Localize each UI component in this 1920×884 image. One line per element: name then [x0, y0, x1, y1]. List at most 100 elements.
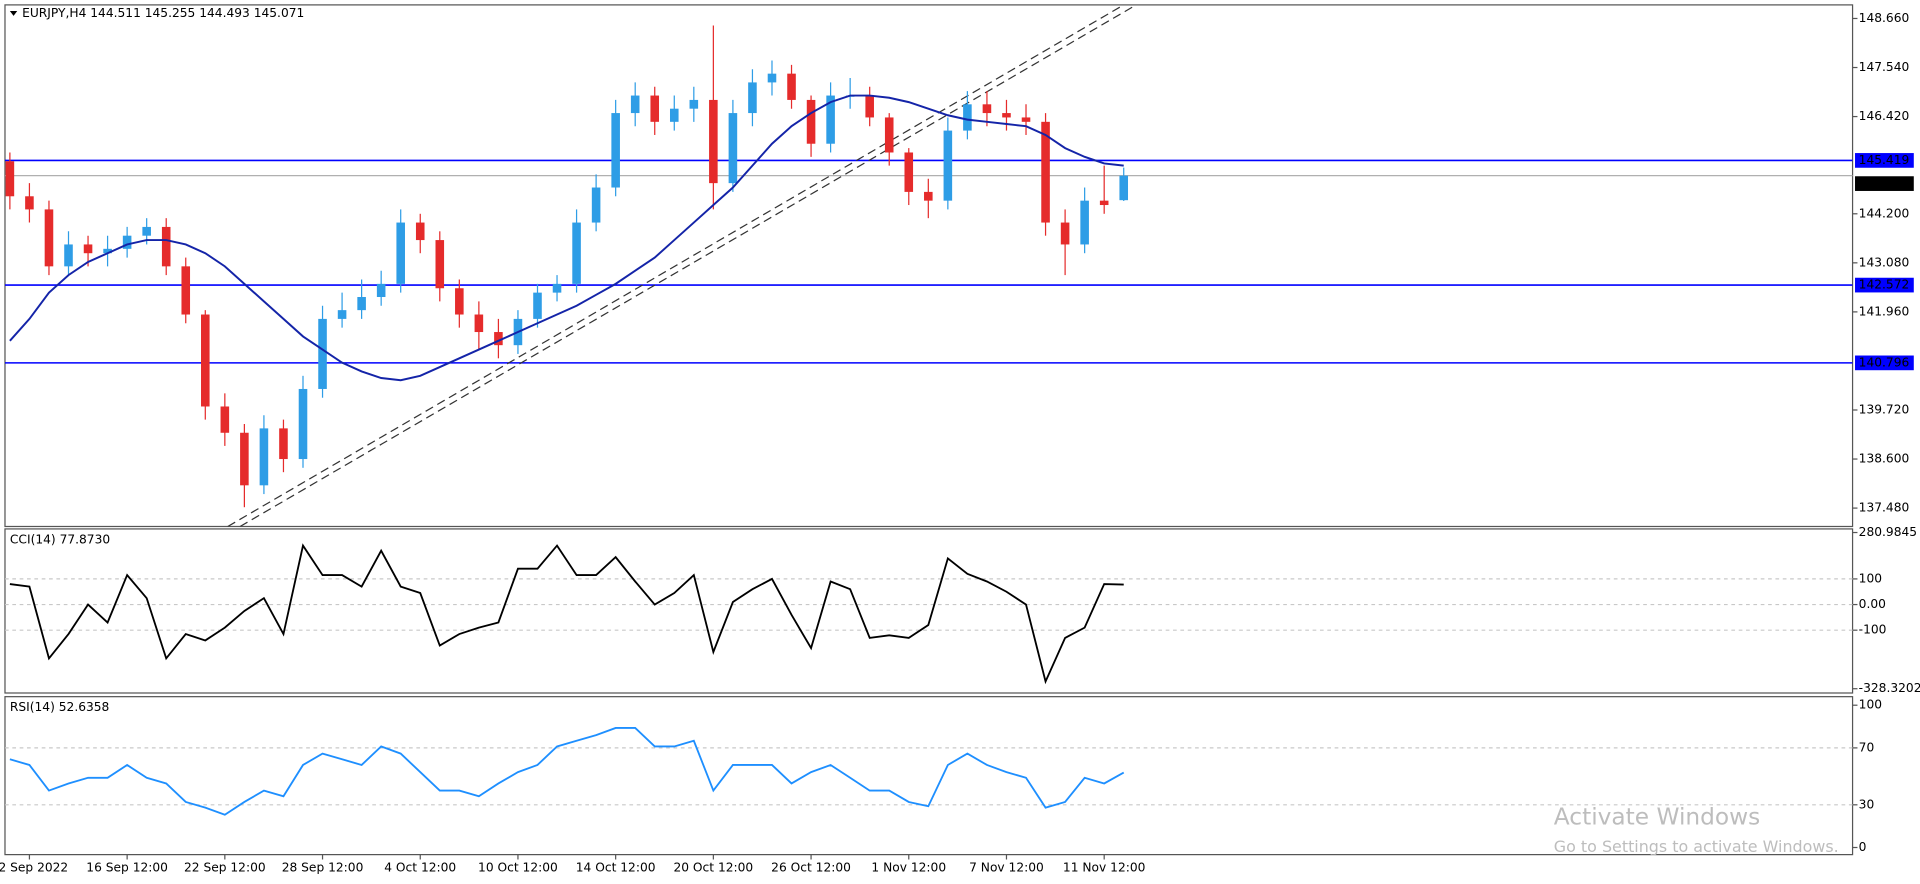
- price-label-box: [1855, 176, 1914, 191]
- candle-body: [44, 209, 54, 267]
- channel-line: [227, 4, 1125, 527]
- x-tick-label: 28 Sep 12:00: [282, 861, 364, 875]
- y-tick-label: 146.420: [1859, 109, 1910, 123]
- candle-body: [5, 161, 15, 197]
- candle-body: [826, 95, 835, 144]
- candle-body: [279, 428, 288, 460]
- candle-body: [865, 95, 874, 118]
- indicator-line: [9, 543, 1124, 685]
- x-tick-label: 10 Oct 12:00: [478, 861, 558, 875]
- candle-body: [689, 99, 699, 109]
- candle-body: [748, 82, 757, 114]
- candle-body: [1021, 117, 1031, 122]
- cci-panel: [4, 528, 1854, 694]
- candle-body: [533, 292, 542, 319]
- candle-body: [122, 235, 132, 249]
- rsi-panel: [4, 696, 1854, 856]
- candle-body: [767, 73, 777, 83]
- price-panel: [4, 4, 1854, 528]
- level-label-box: [1855, 277, 1914, 293]
- x-tick-label: 4 Oct 12:00: [384, 861, 456, 875]
- candle-body: [1041, 121, 1050, 223]
- candle-body: [298, 388, 308, 460]
- y-tick-label: -100: [1859, 623, 1887, 637]
- y-tick-label: 0.00: [1859, 597, 1886, 611]
- candle-body: [787, 73, 796, 100]
- candle-body: [455, 288, 464, 315]
- candle-body: [64, 244, 73, 267]
- level-label: 142.572: [1859, 278, 1910, 292]
- x-tick-label: 22 Sep 12:00: [184, 861, 266, 875]
- candle-body: [376, 283, 386, 298]
- chart-title: EURJPY,H4 144.511 145.255 144.493 145.07…: [22, 6, 304, 20]
- x-tick-label: 14 Oct 12:00: [576, 861, 656, 875]
- watermark-subtitle: Go to Settings to activate Windows.: [1554, 837, 1839, 856]
- candle-body: [240, 432, 249, 486]
- candle-body: [259, 428, 269, 486]
- price-plot: [4, 4, 1853, 527]
- x-tick-label: 11 Nov 12:00: [1063, 861, 1145, 875]
- y-tick-label: 70: [1859, 740, 1875, 754]
- x-tick-label: 16 Sep 12:00: [86, 861, 168, 875]
- candle-body: [982, 104, 992, 114]
- watermark-title: Activate Windows: [1554, 803, 1760, 830]
- candle-body: [1080, 200, 1089, 245]
- x-tick-label: 26 Oct 12:00: [771, 861, 851, 875]
- x-tick-label: 1 Nov 12:00: [871, 861, 946, 875]
- y-tick-label: 138.600: [1859, 452, 1910, 466]
- candle-body: [357, 297, 366, 311]
- x-tick-label: 20 Oct 12:00: [673, 861, 753, 875]
- candle-body: [806, 99, 816, 144]
- candle-body: [709, 99, 718, 184]
- y-tick-label: 30: [1859, 797, 1875, 811]
- candle-body: [884, 117, 894, 153]
- y-tick-label: 147.540: [1859, 60, 1910, 74]
- candle-body: [963, 104, 972, 131]
- candle-body: [630, 95, 640, 114]
- candle-body: [83, 244, 93, 254]
- cci-title: CCI(14) 77.8730: [10, 532, 110, 546]
- candle-body: [572, 222, 581, 284]
- candle-body: [161, 226, 171, 267]
- candle-body: [924, 191, 933, 201]
- candle-body: [201, 314, 210, 407]
- candle-body: [943, 130, 953, 201]
- candle-body: [1060, 222, 1070, 245]
- y-tick-label: 144.200: [1859, 206, 1910, 220]
- moving-average: [9, 94, 1124, 382]
- level-label: 145.419: [1859, 153, 1910, 167]
- candle-body: [25, 196, 34, 210]
- candle-body: [1002, 113, 1011, 118]
- candle-body: [1119, 175, 1129, 201]
- candle-body: [396, 222, 405, 284]
- channel-line: [239, 4, 1137, 527]
- price-label: 145.071: [1859, 176, 1910, 190]
- candle-body: [728, 113, 738, 184]
- candle-body: [552, 283, 562, 293]
- y-tick-label: 100: [1859, 698, 1882, 712]
- candle-body: [474, 314, 484, 333]
- candle-body: [669, 108, 679, 122]
- candle-body: [650, 95, 660, 122]
- indicator-line: [9, 727, 1125, 816]
- candle-body: [181, 266, 191, 315]
- candle-body: [337, 310, 347, 319]
- candle-body: [1099, 200, 1109, 206]
- candle-body: [103, 248, 112, 254]
- y-tick-label: 148.660: [1859, 11, 1910, 25]
- y-tick-label: 100: [1859, 571, 1882, 585]
- candle-body: [220, 406, 230, 433]
- menu-arrow[interactable]: [9, 11, 18, 16]
- x-tick-label: 7 Nov 12:00: [969, 861, 1044, 875]
- candle-body: [494, 332, 503, 346]
- candle-body: [415, 222, 425, 241]
- x-tick-label: 12 Sep 2022: [0, 861, 68, 875]
- level-label: 140.796: [1859, 355, 1910, 369]
- y-tick-label: 0: [1859, 840, 1867, 854]
- candle-body: [591, 187, 601, 223]
- candle-body: [904, 152, 914, 192]
- candle-body: [318, 318, 327, 389]
- y-tick-label: 280.9845: [1859, 525, 1917, 539]
